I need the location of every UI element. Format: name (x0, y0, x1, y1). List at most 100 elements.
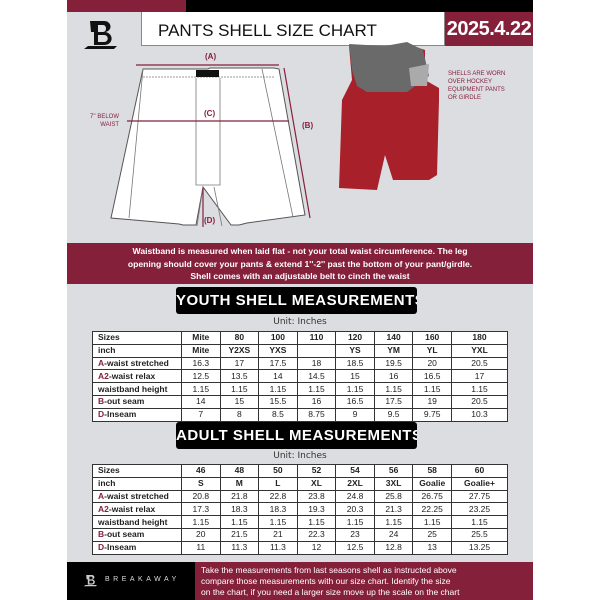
footer-line: Take the measurements from last seasons … (201, 565, 457, 575)
table-cell: 7 (181, 407, 221, 422)
table-cell: 24 (373, 527, 414, 542)
table-cell: 25 (412, 527, 452, 542)
measure-name: -waist relax (108, 503, 156, 514)
measure-key: A2 (98, 370, 109, 381)
table-cell: 15 (335, 369, 375, 384)
note-line: SHELLS ARE WORN (448, 71, 506, 77)
table-cell: 18.5 (335, 356, 375, 371)
measure-name: inch (98, 478, 116, 489)
table-row: inch Mite Y2XS YXS YS YM YL YXL (92, 343, 508, 358)
row-label: waistband height (92, 382, 182, 396)
table-cell: 1.15 (451, 382, 508, 396)
table-cell: 60 (451, 464, 508, 478)
table-cell: 17.5 (258, 356, 298, 371)
table-cell: 14.5 (296, 369, 337, 384)
table-cell: 17 (451, 369, 508, 384)
measure-key: A (98, 490, 105, 501)
table-cell: 19.3 (296, 502, 337, 517)
table-cell: 25.8 (373, 489, 414, 504)
table-cell: 1.15 (451, 515, 508, 529)
table-cell: 8.5 (258, 407, 298, 422)
table-cell: 19 (412, 394, 452, 409)
table-cell: 16.3 (181, 356, 221, 371)
table-cell: 1.15 (296, 382, 337, 396)
table-cell: 46 (181, 464, 221, 478)
measure-key: D (98, 542, 105, 553)
pants-measurement-diagram (110, 42, 439, 227)
row-label: A-waist stretched (92, 356, 182, 371)
adult-section-title: ADULT SHELL MEASUREMENTS (176, 422, 417, 449)
table-cell: 11 (181, 540, 221, 555)
table-cell: 52 (296, 464, 337, 478)
table-cell: 24.8 (335, 489, 375, 504)
table-row: Sizes 46 48 50 52 54 56 58 60 (92, 464, 508, 478)
table-cell: 18 (296, 356, 337, 371)
row-label: Sizes (92, 464, 182, 478)
table-cell: 21.3 (373, 502, 414, 517)
below-waist-note: 7'' BELOW WAIST (75, 113, 119, 129)
measure-key: A (98, 357, 105, 368)
table-cell: YM (373, 343, 414, 358)
table-cell: 12.5 (335, 540, 375, 555)
table-cell: Mite (181, 331, 221, 345)
label-a: (A) (205, 52, 217, 61)
table-cell: YXL (451, 343, 508, 358)
table-cell: 8.75 (296, 407, 337, 422)
date-badge: 2025.4.22 (445, 12, 533, 46)
table-cell: 9.75 (412, 407, 452, 422)
table-cell: 1.15 (373, 515, 414, 529)
table-cell: 21.8 (219, 489, 260, 504)
table-row: B-out seam 20 21.5 21 22.3 23 24 25 25.5 (92, 527, 508, 542)
table-cell: 17.5 (373, 394, 414, 409)
youth-unit-label: Unit: Inches (273, 317, 327, 327)
row-label: A-waist stretched (92, 489, 182, 504)
table-cell: 17.3 (181, 502, 221, 517)
measure-name: waistband height (98, 383, 168, 394)
table-cell: 80 (219, 331, 260, 345)
note-line: EQUIPMENT PANTS (448, 87, 505, 93)
table-cell: 13.25 (451, 540, 508, 555)
table-cell: M (219, 476, 260, 491)
label-b: (B) (302, 121, 314, 130)
banner-line: opening should cover your pants & extend… (127, 258, 473, 269)
table-cell: 12.8 (373, 540, 414, 555)
table-cell: 20.3 (335, 502, 375, 517)
table-row: waistband height 1.15 1.15 1.15 1.15 1.15 1.15… (92, 515, 508, 529)
table-cell: 23.8 (296, 489, 337, 504)
table-cell: 1.15 (335, 515, 375, 529)
measure-name: -waist relax (108, 370, 156, 381)
measure-key: A2 (98, 503, 109, 514)
table-cell: 3XL (373, 476, 414, 491)
measure-key: B (98, 529, 105, 540)
table-cell: 12.5 (181, 369, 221, 384)
table-cell: Goalie+ (451, 476, 508, 491)
table-cell: 20.5 (451, 394, 508, 409)
measure-name: Sizes (98, 332, 120, 343)
note-line: WAIST (100, 122, 119, 128)
table-cell: 160 (412, 331, 452, 345)
table-cell: S (181, 476, 221, 491)
table-row: A-waist stretched 16.3 17 17.5 18 18.5 19.5 20 2… (92, 356, 508, 371)
measure-key: D (98, 409, 105, 420)
youth-section-title: YOUTH SHELL MEASUREMENTS (176, 287, 417, 314)
table-cell: 58 (412, 464, 452, 478)
row-label: A2-waist relax (92, 502, 182, 517)
measure-name: waistband height (98, 516, 168, 527)
table-cell: 54 (335, 464, 375, 478)
table-cell: 22.25 (412, 502, 452, 517)
table-cell: 13 (412, 540, 452, 555)
table-cell: 20 (412, 356, 452, 371)
adult-unit-label: Unit: Inches (273, 451, 327, 461)
table-cell: 20.8 (181, 489, 221, 504)
table-cell: 1.15 (258, 382, 298, 396)
banner-line: Shell comes with an adjustable belt to c… (190, 271, 410, 281)
table-cell: 180 (451, 331, 508, 345)
measure-name: -Inseam (104, 542, 137, 553)
youth-size-table: Sizes Mite 80 100 110 120 140 160 180 inch Mite Y2X… (92, 331, 508, 422)
table-cell: Goalie (412, 476, 452, 491)
table-cell: 13.5 (219, 369, 260, 384)
measure-name: inch (98, 345, 116, 356)
row-label: A2-waist relax (92, 369, 182, 384)
row-label: inch (92, 343, 182, 358)
table-cell: 12 (296, 540, 337, 555)
